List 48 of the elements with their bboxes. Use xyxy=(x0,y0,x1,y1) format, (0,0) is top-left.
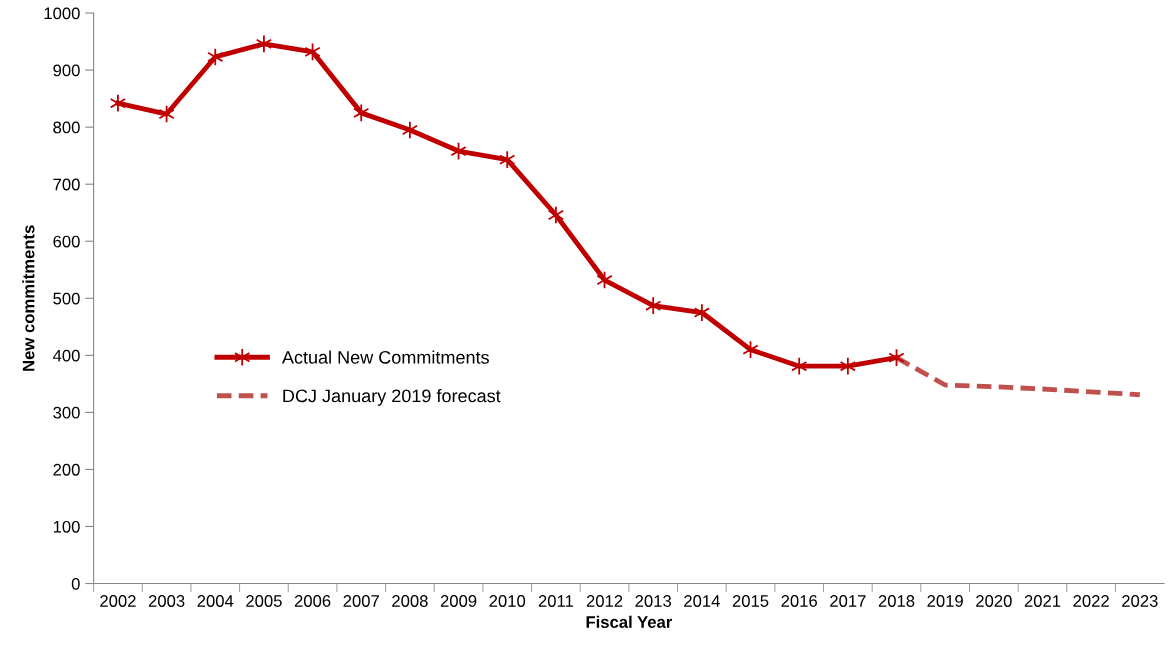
x-axis-title: Fiscal Year xyxy=(586,615,673,628)
x-tick-label: 2010 xyxy=(489,595,526,607)
x-tick-label: 2004 xyxy=(197,595,234,607)
x-tick-label: 2009 xyxy=(440,595,477,607)
x-tick-label: 2012 xyxy=(586,595,623,607)
y-tick-label: 200 xyxy=(53,463,80,476)
point xyxy=(109,93,127,113)
x-tick-label: 2014 xyxy=(684,595,720,607)
legend-label: DCJ January 2019 forecast xyxy=(283,389,501,406)
x-tick-label: 2020 xyxy=(976,595,1012,607)
x-tick-label: 2023 xyxy=(1122,595,1158,607)
point xyxy=(693,303,710,322)
legend-label: Actual New Commitments xyxy=(281,350,489,364)
x-tick-label: 2003 xyxy=(148,595,185,607)
point xyxy=(645,296,662,315)
y-tick-label: 400 xyxy=(52,349,80,362)
x-tick-label: 2021 xyxy=(1024,595,1061,607)
x-tick-label: 2005 xyxy=(246,595,282,607)
x-tick-label: 2017 xyxy=(830,595,866,607)
x-tick-label: 2013 xyxy=(635,595,672,607)
point xyxy=(401,120,419,140)
y-tick-label: 900 xyxy=(53,64,80,77)
y-tick-label: 1000 xyxy=(44,7,80,20)
y-tick-label: 100 xyxy=(53,520,80,533)
point xyxy=(255,34,273,54)
x-tick-label: 2006 xyxy=(294,595,331,607)
y-tick-label: 300 xyxy=(53,406,80,419)
x-tick-label: 2007 xyxy=(343,595,379,607)
x-tick-label: 2016 xyxy=(781,595,817,607)
point xyxy=(499,150,516,169)
point xyxy=(839,356,856,376)
x-tick-label: 2019 xyxy=(927,595,963,607)
y-axis-title: New commitments xyxy=(22,225,35,371)
x-tick-label: 2022 xyxy=(1073,595,1109,607)
y-tick-label: 500 xyxy=(53,292,80,305)
point xyxy=(547,205,565,225)
x-tick-label: 2002 xyxy=(100,595,136,607)
x-tick-label: 2011 xyxy=(538,595,573,607)
y-tick-label: 800 xyxy=(53,121,80,134)
point xyxy=(207,47,224,67)
y-tick-label: 0 xyxy=(71,577,80,590)
point xyxy=(791,356,808,376)
x-tick-label: 2018 xyxy=(878,595,915,607)
y-tick-label: 600 xyxy=(53,235,80,248)
x-tick-label: 2008 xyxy=(392,595,428,607)
point xyxy=(353,103,370,123)
y-tick-label: 700 xyxy=(53,178,80,191)
x-tick-label: 2015 xyxy=(732,595,769,607)
